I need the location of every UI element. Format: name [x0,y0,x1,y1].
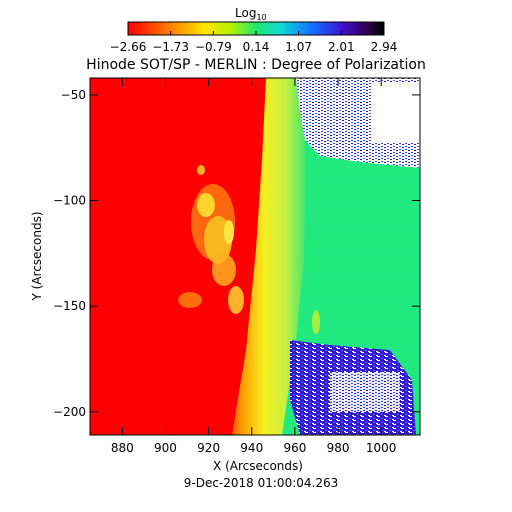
x-tick-label: 960 [283,441,306,455]
lower-right-white-core [330,372,400,412]
upper-right-white-core [372,82,420,142]
colorbar [128,22,384,35]
x-tick-label: 940 [240,441,263,455]
x-tick-label: 880 [111,441,134,455]
colorbar-tick-label: 2.01 [328,40,355,54]
x-axis-label: X (Arcseconds) [213,459,303,473]
x-axis: 880 900 920 940 960 980 1000 [111,78,397,455]
y-axis-label: Y (Arcseconds) [30,211,44,301]
x-tick-label: 900 [154,441,177,455]
plot-frame [89,77,421,436]
region-off-limb [90,78,266,435]
disk-bright-spot [312,310,320,334]
colorbar-tick-label: 2.94 [371,40,398,54]
colorbar-tick-label: 0.14 [243,40,270,54]
y-tick-label: −200 [53,405,86,419]
x-tick-label: 1000 [366,441,397,455]
x-tick-label: 920 [197,441,220,455]
colorbar-ticks: −2.66 −1.73 −0.79 0.14 1.07 2.01 2.94 [110,31,398,54]
colorbar-label: Log10 [235,6,267,22]
chart-title: Hinode SOT/SP - MERLIN : Degree of Polar… [86,57,426,73]
colorbar-tick-label: −0.79 [195,40,232,54]
colorbar-tick-label: −2.66 [110,40,147,54]
y-tick-label: −100 [53,194,86,208]
y-tick-label: −50 [61,88,86,102]
colorbar-tick-label: 1.07 [285,40,312,54]
heatmap-image [90,78,420,435]
y-axis: −50 −100 −150 −200 [53,88,420,419]
x-tick-label: 980 [327,441,350,455]
colorbar-tick-label: −1.73 [152,40,189,54]
region-bright-patch [178,165,244,314]
date-label: 9-Dec-2018 01:00:04.263 [184,476,338,490]
y-tick-label: −150 [53,299,86,313]
